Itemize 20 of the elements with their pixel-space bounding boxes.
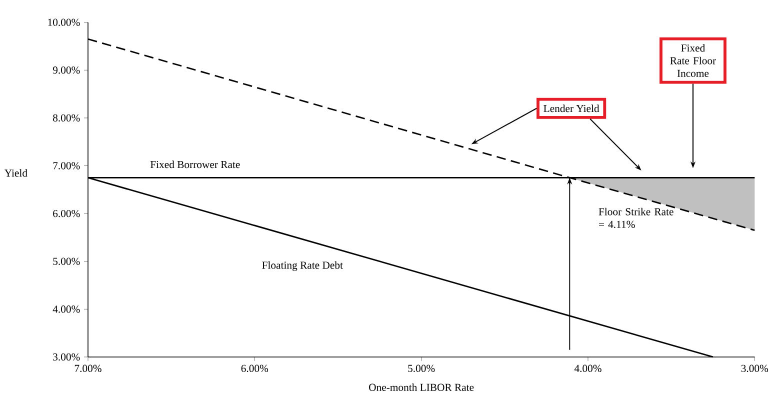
y-tick-label: 9.00%: [52, 66, 80, 74]
annotation: Lender Yield: [544, 104, 600, 112]
ref-line-label: Floor Strike Rate = 4.11%: [598, 208, 674, 228]
y-tick-label: 6.00%: [53, 210, 80, 218]
annotation: Fixed Rate Floor Income: [670, 44, 716, 77]
x-tick-label: 4.00%: [574, 364, 602, 372]
x-tick-label: 5.00%: [408, 364, 435, 372]
x-tick-label: 7.00%: [74, 364, 102, 372]
x-tick-label: 6.00%: [241, 364, 268, 372]
series-label: Floating Rate Debt: [262, 261, 343, 271]
x-tick-label: 3.00%: [741, 364, 768, 372]
x-axis-title: One-month LIBOR Rate: [369, 383, 474, 391]
y-tick-label: 8.00%: [53, 114, 80, 122]
y-tick-label: 4.00%: [52, 306, 80, 313]
y-tick-label: 3.00%: [53, 353, 80, 361]
series-label: Fixed Borrower Rate: [150, 160, 240, 168]
y-axis-title: Yield: [4, 169, 28, 177]
y-tick-label: 10.00%: [48, 18, 80, 26]
y-tick-label: 5.00%: [53, 258, 80, 265]
y-tick-label: 7.00%: [53, 162, 80, 170]
